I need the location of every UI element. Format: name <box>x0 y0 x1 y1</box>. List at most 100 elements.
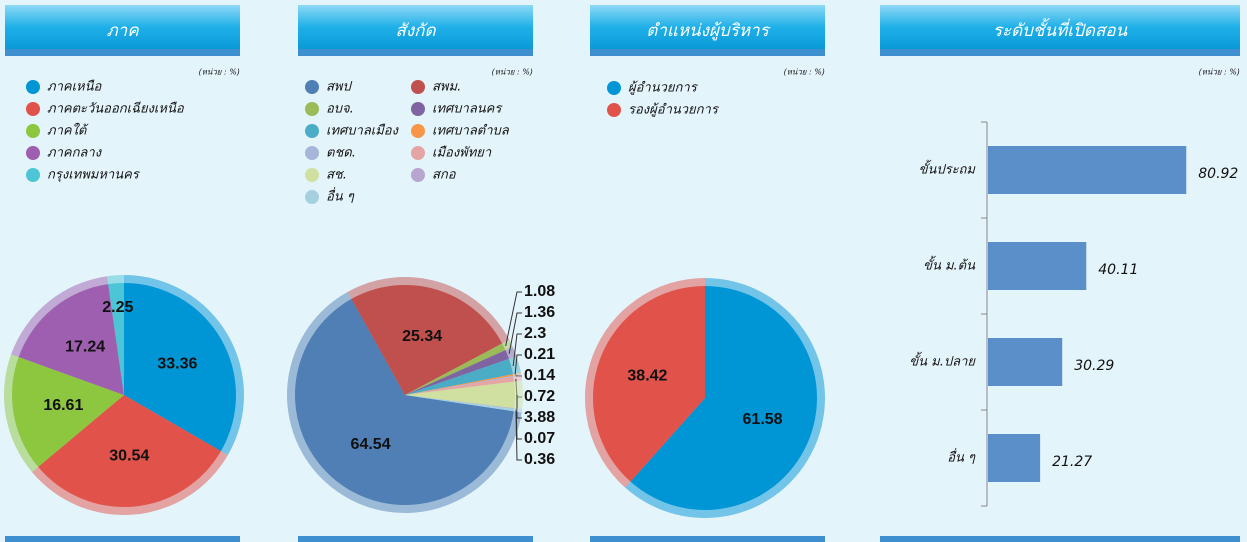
slice-label: 0.72 <box>524 388 555 405</box>
slice <box>405 395 515 412</box>
bar-value: 40.11 <box>1098 262 1138 278</box>
slice <box>351 284 503 395</box>
slice-label: 1.08 <box>524 283 555 300</box>
slice <box>405 343 506 395</box>
slice-label: 0.14 <box>524 367 555 384</box>
legend-swatch <box>305 124 319 138</box>
legend-label: ตชด. <box>326 146 356 161</box>
leader-line <box>516 394 522 419</box>
legend-label: ผู้อำนวยการ <box>628 81 699 96</box>
bar <box>988 434 1041 482</box>
legend-swatch <box>607 81 621 95</box>
header-bg <box>298 5 533 49</box>
legend-swatch <box>26 146 40 160</box>
slice-label: 0.07 <box>524 430 555 447</box>
slice <box>124 283 237 452</box>
panel-title: ตำแหน่งผู้บริหาร <box>646 21 770 41</box>
legend-swatch <box>411 124 425 138</box>
slice-label: 61.58 <box>743 411 783 428</box>
slice <box>405 350 509 395</box>
slice-label: 33.36 <box>157 355 197 372</box>
slice <box>108 283 124 395</box>
footer-stripe <box>298 536 533 542</box>
legend-label: เมืองพัทยา <box>432 146 492 161</box>
bar-category: อื่น ๆ <box>947 448 976 466</box>
slice-label: 38.42 <box>627 367 667 384</box>
bar-value: 80.92 <box>1198 166 1238 182</box>
legend-swatch <box>305 190 319 204</box>
legend-label: ภาคกลาง <box>47 146 103 161</box>
legend-swatch <box>26 102 40 116</box>
slice <box>630 286 817 511</box>
legend-label: อื่น ๆ <box>326 187 355 205</box>
slice-label: 17.24 <box>65 338 105 355</box>
leader-line <box>515 410 522 461</box>
slice <box>295 298 514 505</box>
footer-stripe <box>5 536 240 542</box>
legend-label: สกอ <box>432 168 457 183</box>
slice-label: 0.21 <box>524 346 555 363</box>
leader-line <box>505 291 522 347</box>
slice-label: 0.36 <box>524 451 555 468</box>
bar-category: ขั้น ม.ต้น <box>923 256 976 274</box>
slice-label: 25.34 <box>402 328 442 345</box>
legend-swatch <box>26 124 40 138</box>
legend-label: ภาคเหนือ <box>47 80 102 95</box>
bar-category: ขั้น ม.ปลาย <box>909 352 976 370</box>
legend-swatch <box>26 168 40 182</box>
legend-swatch <box>305 168 319 182</box>
bar <box>988 146 1187 194</box>
legend-label: สพม. <box>432 80 461 95</box>
panel-title: สังกัด <box>395 21 436 41</box>
legend-swatch <box>607 103 621 117</box>
slice <box>593 286 705 482</box>
header-stripe <box>298 49 533 56</box>
slice-label: 30.54 <box>109 448 149 465</box>
slice <box>405 374 514 395</box>
header-bg <box>590 5 825 49</box>
legend-label: กรุงเทพมหานคร <box>47 168 141 183</box>
slice-label: 64.54 <box>351 436 391 453</box>
bar <box>988 338 1063 386</box>
slice <box>38 395 221 508</box>
legend-label: อบจ. <box>326 102 354 117</box>
legend-swatch <box>305 80 319 94</box>
panel-title: ระดับชั้นที่เปิดสอน <box>993 17 1128 41</box>
header-stripe <box>590 49 825 56</box>
legend-label: เทศบาลนคร <box>432 102 503 117</box>
slice-label: 3.88 <box>524 409 555 426</box>
unit-label: (หน่วย : %) <box>198 68 240 77</box>
legend-swatch <box>411 146 425 160</box>
bar-value: 30.29 <box>1074 358 1114 374</box>
legend-swatch <box>305 102 319 116</box>
legend-label: สช. <box>326 168 347 183</box>
legend-label: สพป <box>326 80 353 95</box>
bar-value: 21.27 <box>1052 454 1092 470</box>
slice <box>405 376 515 395</box>
header-bg <box>880 5 1240 49</box>
legend-swatch <box>411 168 425 182</box>
legend-label: เทศบาลเมือง <box>326 124 400 139</box>
leader-line <box>512 333 522 367</box>
legend-label: ภาคใต้ <box>47 123 89 139</box>
slice-label: 2.25 <box>102 299 133 316</box>
legend-label: ภาคตะวันออกเฉียงเหนือ <box>47 101 185 117</box>
slice <box>18 284 125 395</box>
slice <box>405 375 514 395</box>
leader-line <box>514 354 522 375</box>
bar <box>988 242 1087 290</box>
panel-title: ภาค <box>106 21 139 41</box>
bar-category: ขั้นประถม <box>919 160 977 178</box>
legend-swatch <box>411 102 425 116</box>
slice <box>405 358 514 395</box>
slice <box>405 381 516 409</box>
slice-label: 1.36 <box>524 304 555 321</box>
legend-swatch <box>411 80 425 94</box>
legend-swatch <box>305 146 319 160</box>
slice-label: 2.3 <box>524 325 546 342</box>
footer-stripe <box>880 536 1240 542</box>
slice <box>405 395 515 409</box>
legend-label: เทศบาลตำบล <box>432 124 510 139</box>
slice <box>11 356 125 467</box>
